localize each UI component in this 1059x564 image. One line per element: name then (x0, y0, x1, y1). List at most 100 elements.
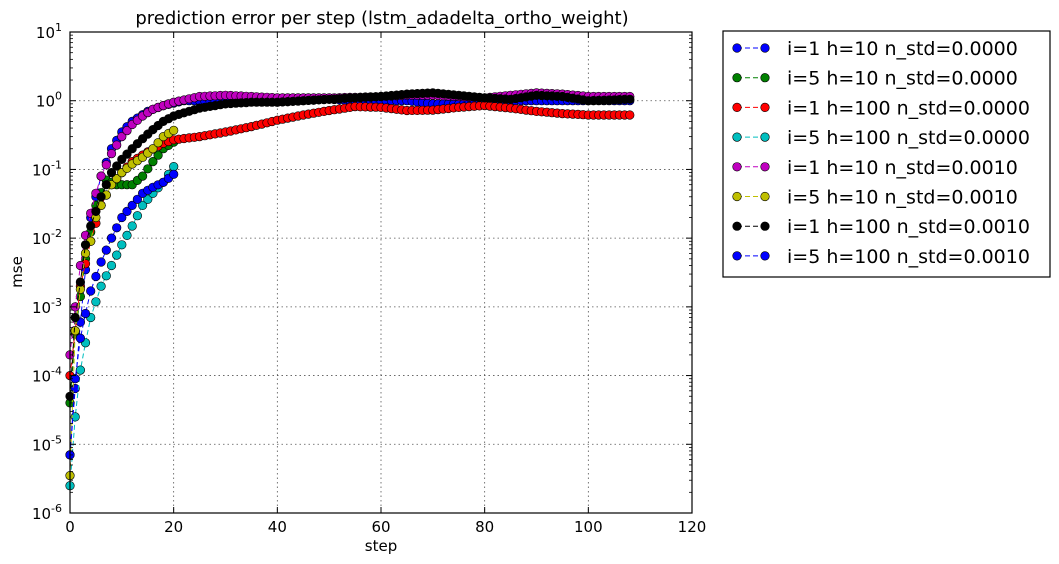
x-tick-label: 20 (164, 518, 183, 536)
data-point (127, 221, 137, 231)
data-point (70, 326, 80, 336)
data-point (138, 171, 148, 181)
data-point (96, 257, 106, 267)
data-point (112, 250, 122, 260)
data-point (112, 223, 122, 233)
data-point (132, 194, 142, 204)
data-point (101, 180, 111, 190)
data-point (106, 168, 117, 178)
legend-marker (732, 251, 742, 261)
legend-entry: i=5 h=100 n_std=0.0000 (732, 127, 1030, 149)
data-point (86, 286, 96, 296)
y-tick-label: 101 (36, 21, 62, 42)
axis-ticks: 0 20 40 60 80 100 120 101 100 10-1 10-2 10-3 10-4 10-… (32, 21, 706, 536)
legend-marker (760, 132, 770, 142)
data-point (122, 206, 132, 216)
x-axis-label: step (365, 537, 397, 555)
data-point (138, 200, 148, 210)
legend-entry: i=1 h=10 n_std=0.0010 (732, 157, 1018, 179)
legend-label: i=5 h=10 n_std=0.0000 (787, 68, 1018, 90)
x-tick-label: 60 (371, 518, 390, 536)
legend-entry: i=1 h=10 n_std=0.0000 (732, 38, 1018, 60)
data-point (96, 171, 106, 181)
chart-title: prediction error per step (lstm_adadelta… (135, 8, 628, 29)
data-point (75, 277, 85, 287)
legend-marker (760, 251, 770, 261)
data-point (143, 164, 153, 174)
data-point (132, 211, 142, 221)
data-point (106, 149, 117, 159)
y-tick-label: 10-4 (32, 365, 62, 386)
plot-series (65, 88, 635, 491)
data-point (112, 174, 122, 184)
legend-label: i=5 h=100 n_std=0.0010 (787, 246, 1030, 268)
data-point (127, 200, 137, 210)
legend-marker (760, 191, 770, 202)
x-tick-label: 0 (65, 518, 75, 536)
x-tick-label: 40 (268, 518, 287, 536)
data-point (143, 194, 153, 204)
legend-marker (732, 191, 742, 202)
legend-label: i=1 h=10 n_std=0.0000 (787, 38, 1018, 60)
series-3 (65, 100, 635, 381)
legend-label: i=1 h=10 n_std=0.0010 (787, 157, 1018, 179)
data-point (148, 144, 158, 154)
series-line (69, 92, 630, 397)
y-tick-label: 10-6 (32, 502, 62, 523)
legend-marker (732, 73, 742, 83)
data-point (122, 126, 132, 136)
data-point (101, 271, 111, 281)
legend-label: i=5 h=100 n_std=0.0000 (787, 127, 1030, 149)
data-point (80, 248, 91, 258)
legend-label: i=1 h=100 n_std=0.0010 (787, 216, 1030, 238)
data-point (80, 240, 91, 250)
data-point (153, 150, 163, 160)
legend-entry: i=1 h=100 n_std=0.0000 (732, 97, 1030, 119)
legend-marker (760, 162, 770, 172)
data-point (75, 333, 85, 343)
data-point (169, 162, 179, 172)
data-point (106, 260, 117, 271)
data-point (75, 365, 85, 375)
data-point (153, 138, 163, 148)
legend-marker (732, 221, 742, 231)
legend-marker (760, 221, 770, 231)
legend-marker (760, 73, 770, 83)
data-point (122, 230, 132, 240)
data-point (101, 245, 111, 255)
series-7 (65, 88, 635, 401)
legend-entry: i=5 h=10 n_std=0.0010 (732, 187, 1018, 209)
y-tick-label: 10-2 (32, 227, 62, 248)
data-point (148, 157, 158, 167)
legend-marker (760, 43, 770, 53)
data-point (91, 271, 101, 282)
data-point (80, 308, 91, 319)
data-point (169, 125, 179, 135)
data-point (96, 281, 106, 291)
legend-marker (732, 102, 742, 112)
data-point (117, 240, 127, 250)
y-tick-label: 10-1 (32, 158, 62, 179)
data-point (91, 297, 101, 307)
data-point (101, 160, 111, 170)
data-point (86, 221, 96, 231)
x-tick-label: 80 (475, 518, 494, 536)
legend-marker (732, 162, 742, 172)
legend-marker (732, 43, 742, 53)
legend-frame (722, 30, 1051, 278)
data-point (625, 110, 635, 120)
legend-marker (760, 102, 770, 112)
legend-marker (732, 132, 742, 142)
y-tick-label: 10-5 (32, 433, 62, 454)
legend-label: i=1 h=100 n_std=0.0000 (787, 97, 1030, 119)
data-point (112, 161, 122, 171)
legend-entry: i=5 h=10 n_std=0.0000 (732, 68, 1018, 90)
series-8 (65, 169, 179, 460)
legend-entry: i=5 h=100 n_std=0.0010 (732, 246, 1030, 268)
legend-label: i=5 h=10 n_std=0.0010 (787, 187, 1018, 209)
data-point (117, 132, 127, 142)
legend-entry: i=1 h=100 n_std=0.0010 (732, 216, 1030, 238)
y-tick-label: 10-3 (32, 296, 62, 317)
legend: i=1 h=10 n_std=0.0000 i=5 h=10 n_std=0.00… (722, 30, 1051, 278)
